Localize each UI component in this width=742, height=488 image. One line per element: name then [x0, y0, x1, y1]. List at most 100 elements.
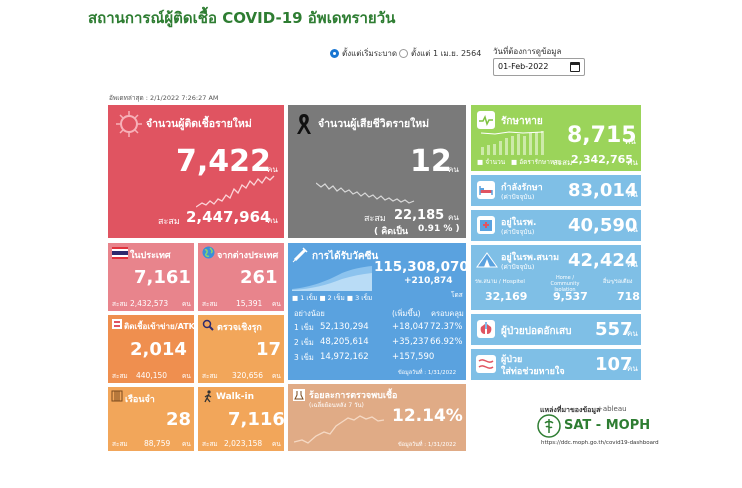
- recovered-cum-label: สะสม: [553, 158, 573, 167]
- new-cases-card: จำนวนผู้ติดเชื้อรายใหม่ 7,422 คน สะสม 2,…: [108, 105, 284, 238]
- new-cases-sparkline: [196, 175, 275, 208]
- ventilator-card: ผู้ป่วย ใส่ท่อช่วยหายใจ 107 คน: [471, 349, 641, 380]
- field-hospital-value: 42,424: [568, 250, 638, 271]
- treating-value: 83,014: [568, 180, 638, 201]
- deaths-label: จำนวนผู้เสียชีวิตรายใหม่: [318, 118, 430, 130]
- domestic-unit: คน: [182, 300, 191, 308]
- vaccine-col-header-2: (เพิ่มขึ้น): [392, 309, 421, 318]
- recovered-legend-rate: ■ อัตรารักษาหาย: [511, 158, 562, 166]
- new-cases-cum-value: 2,447,964: [186, 208, 271, 226]
- atk-cum-value: 440,150: [136, 371, 168, 380]
- thai-flag-icon: [112, 247, 128, 259]
- proactive-value: 17: [256, 339, 282, 360]
- prison-cum-value: 88,759: [144, 439, 171, 448]
- calendar-icon[interactable]: [570, 62, 580, 72]
- radio-since-start[interactable]: ตั้งแต่เริ่มระบาด: [330, 47, 397, 60]
- severe-card: ผู้ป่วยปอดอักเสบ 557 คน: [471, 314, 641, 345]
- hospital-icon: [477, 216, 495, 234]
- field-col-1-value: 32,169: [485, 290, 528, 303]
- deaths-pct-label: ( คิดเป็น: [374, 227, 409, 237]
- vaccine-label: การได้รับวัคซีน: [312, 251, 379, 262]
- vaccine-row-coverage: 72.37%: [430, 322, 463, 332]
- proactive-unit: คน: [272, 372, 281, 380]
- vaccine-total: 115,308,070: [374, 259, 466, 275]
- moph-logo-icon: [537, 414, 561, 438]
- vaccine-row-coverage: 66.92%: [430, 337, 463, 347]
- recovered-value: 8,715: [567, 123, 637, 148]
- hospital-card: อยู่ในรพ. (ค่าปัจจุบัน) 40,590 คน: [471, 210, 641, 241]
- vaccine-row-total: 48,205,614: [320, 337, 369, 347]
- deaths-sparkline: [316, 182, 415, 204]
- vaccine-legend: ■ 1 เข็ม ■ 2 เข็ม ■ 3 เข็ม: [292, 294, 373, 302]
- legend-text: 2 เข็ม: [327, 294, 345, 302]
- prison-label: เรือนจำ: [125, 395, 155, 405]
- walkin-unit: คน: [272, 440, 281, 448]
- source-label: แหล่งที่มาของข้อมูล: [540, 406, 601, 414]
- treating-label: กำลังรักษา: [501, 183, 543, 193]
- positivity-sparkline: [294, 415, 384, 444]
- radio-selected-icon[interactable]: [330, 49, 339, 58]
- vaccine-col-header-3: ครอบคลุม: [431, 309, 464, 318]
- radio-empty-icon[interactable]: [399, 49, 408, 58]
- prison-unit: คน: [182, 440, 191, 448]
- field-col-3-value: 718: [617, 290, 640, 303]
- globe-icon: [202, 246, 215, 259]
- prison-card: เรือนจำ 28 สะสม 88,759 คน: [108, 387, 194, 451]
- positivity-sub: (เฉลี่ยย้อนหลัง 7 วัน): [309, 402, 364, 409]
- heart-pulse-icon: [477, 111, 495, 129]
- walkin-cum-label: สะสม: [202, 440, 218, 448]
- lungs-icon: [477, 320, 495, 338]
- ribbon-icon: [297, 114, 311, 134]
- hospital-sub: (ค่าปัจจุบัน): [501, 228, 535, 236]
- severe-unit: คน: [627, 329, 638, 338]
- walkin-label: Walk-in: [216, 392, 254, 402]
- domestic-card: ในประเทศ 7,161 สะสม 2,432,573 คน: [108, 243, 194, 311]
- recovered-cum-unit: คน: [627, 158, 638, 167]
- recovered-label: รักษาหาย: [501, 116, 543, 127]
- new-cases-unit: คน: [267, 165, 278, 174]
- field-col-2-label: Home / Community Isolation: [550, 275, 580, 293]
- page-title: สถานการณ์ผู้ติดเชื้อ COVID-19 อัพเดทรายว…: [88, 9, 396, 27]
- proactive-card: ตรวจเชิงรุก 17 สะสม 320,656 คน: [198, 315, 284, 383]
- last-updated: อัพเดทล่าสุด : 2/1/2022 7:26:27 AM: [109, 94, 219, 102]
- magnifier-icon: [202, 319, 214, 331]
- tableau-logo: +ableau: [597, 405, 627, 413]
- hospital-value: 40,590: [568, 215, 638, 236]
- treating-sub: (ค่าปัจจุบัน): [501, 193, 535, 201]
- tent-icon: [476, 252, 498, 268]
- atk-value: 2,014: [130, 339, 187, 360]
- radio-label: ตั้งแต่ 1 เม.ย. 2564: [411, 49, 482, 58]
- proactive-cum-value: 320,656: [232, 371, 264, 380]
- hospital-label: อยู่ในรพ.: [501, 218, 537, 228]
- treating-unit: คน: [627, 190, 638, 199]
- source-url[interactable]: https://ddc.moph.go.th/covid19-dashboard: [541, 440, 659, 446]
- severe-label: ผู้ป่วยปอดอักเสบ: [501, 326, 572, 337]
- deaths-unit: คน: [448, 165, 459, 174]
- vaccine-row-dose: 1 เข็ม: [294, 323, 314, 332]
- prison-cum-label: สะสม: [112, 440, 128, 448]
- date-label: วันที่ต้องการดูข้อมูล: [493, 47, 562, 56]
- field-col-1-label: รพ.สนาม / Hospitel: [475, 279, 525, 285]
- vaccine-row-total: 52,130,294: [320, 322, 369, 332]
- recovered-card: รักษาหาย ■ จำนวน ■ อัตรารักษาหาย 8,715 ค…: [471, 105, 641, 171]
- vaccine-row-dose: 3 เข็ม: [294, 353, 314, 362]
- imported-card: จากต่างประเทศ 261 สะสม 15,391 คน: [198, 243, 284, 311]
- ventilator-label-1: ผู้ป่วย: [501, 355, 523, 365]
- legend-text: อัตรารักษาหาย: [519, 158, 562, 166]
- field-hospital-card: อยู่ในรพ.สนาม (ค่าปัจจุบัน) 42,424 คน รพ…: [471, 245, 641, 310]
- deaths-cum-unit: คน: [448, 213, 459, 222]
- radio-since-april[interactable]: ตั้งแต่ 1 เม.ย. 2564: [399, 47, 481, 60]
- vaccine-row-added: +18,047: [392, 322, 429, 332]
- imported-label: จากต่างประเทศ: [217, 251, 279, 261]
- new-cases-value: 7,422: [176, 144, 271, 179]
- domestic-cum-value: 2,432,573: [130, 299, 169, 308]
- vaccine-row-total: 14,972,162: [320, 352, 369, 362]
- deaths-cum-label: สะสม: [364, 214, 386, 224]
- positivity-label: ร้อยละการตรวจพบเชื้อ: [309, 391, 398, 401]
- bed-icon: [477, 181, 495, 199]
- legend-text: 3 เข็ม: [355, 294, 373, 302]
- date-input[interactable]: 01-Feb-2022: [493, 58, 585, 76]
- field-hospital-sub: (ค่าปัจจุบัน): [501, 263, 535, 271]
- ventilator-icon: [476, 355, 496, 373]
- brand-name: SAT - MOPH: [564, 418, 651, 433]
